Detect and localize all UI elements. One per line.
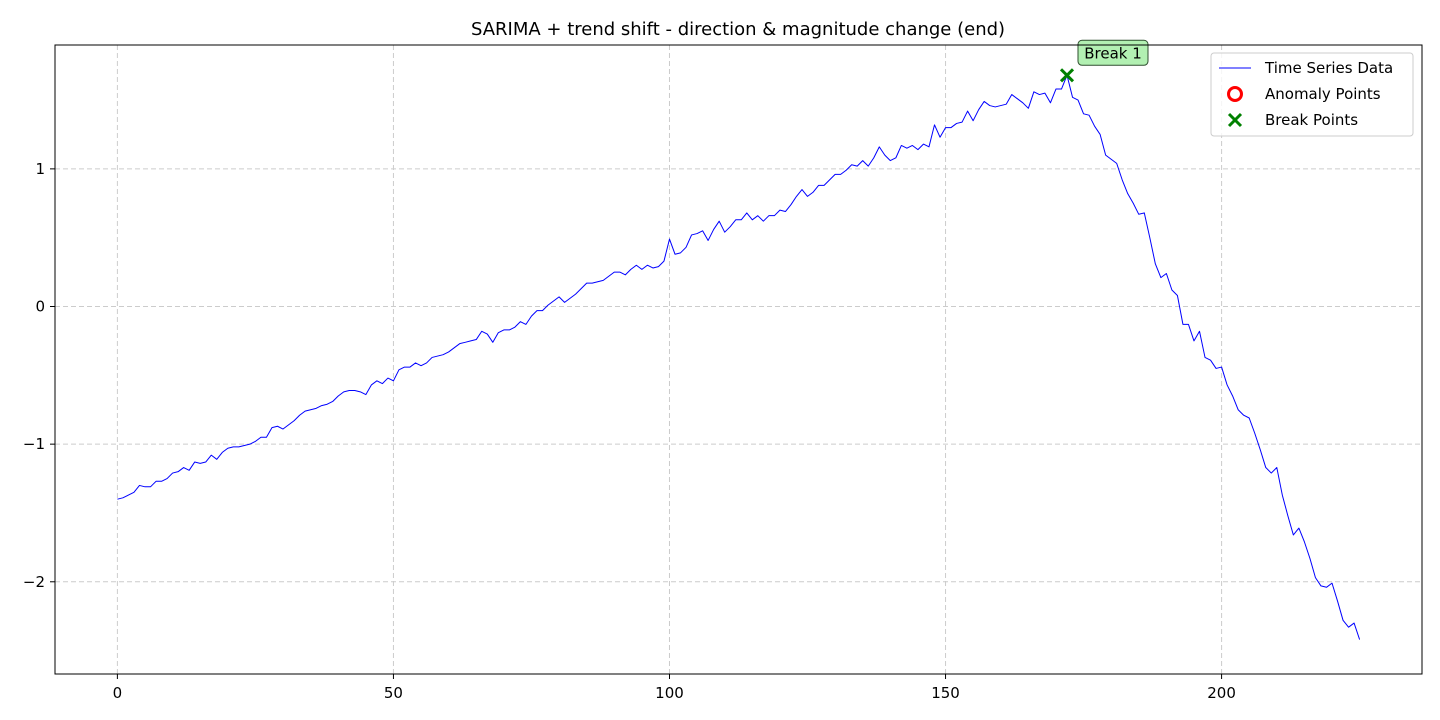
x-tick-label: 150 [931, 684, 960, 702]
x-tick-label: 50 [384, 684, 403, 702]
legend-label: Time Series Data [1264, 59, 1393, 77]
y-tick-label: −1 [23, 435, 45, 453]
legend-box [1210, 52, 1414, 137]
series-layer [117, 74, 1361, 640]
break-annotation-box [1077, 39, 1149, 66]
break-point-marker [1059, 68, 1075, 83]
legend: Time Series Data Anomaly Points Break Poin… [1210, 52, 1414, 137]
plot-frame [54, 44, 1423, 675]
grid [55, 45, 1422, 674]
x-tick-label: 0 [113, 684, 123, 702]
legend-label: Anomaly Points [1265, 85, 1381, 103]
x-tick-label: 200 [1207, 684, 1236, 702]
y-tick-label: 0 [35, 298, 45, 316]
y-tick-label: −2 [23, 573, 45, 591]
legend-circle-swatch [1227, 86, 1243, 102]
legend-label: Break Points [1265, 111, 1358, 129]
break-points: Break 1 [1059, 39, 1149, 83]
plot-area [55, 45, 1422, 674]
series-line [117, 74, 1361, 640]
chart-title: SARIMA + trend shift - direction & magni… [471, 19, 1005, 40]
legend-x-swatch [1227, 112, 1243, 128]
break-annotation-label: Break 1 [1084, 44, 1142, 62]
x-tick-label: 100 [655, 684, 684, 702]
axes: 0 50 100 150 200 −2 −1 0 1 [23, 160, 1236, 702]
y-tick-label: 1 [35, 160, 45, 178]
